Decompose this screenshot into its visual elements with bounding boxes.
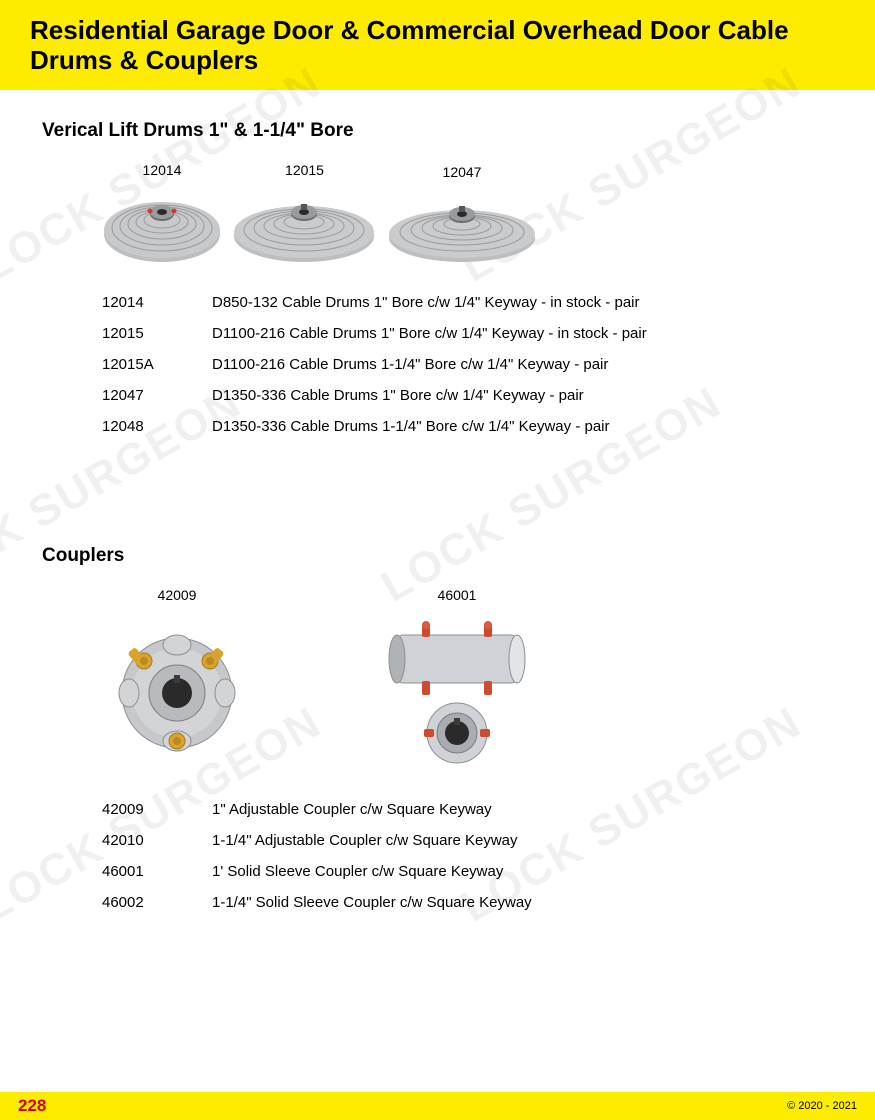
table-row: 46002 1-1/4" Solid Sleeve Coupler c/w Sq… (102, 894, 833, 911)
spec-code: 12015A (102, 356, 212, 373)
sleeve-coupler-icon (372, 613, 542, 773)
adjustable-coupler-icon (102, 613, 252, 763)
drum-icon (232, 184, 377, 264)
spec-desc: 1-1/4" Solid Sleeve Coupler c/w Square K… (212, 894, 532, 911)
section-title-drums: Verical Lift Drums 1" & 1-1/4" Bore (42, 120, 833, 142)
spec-desc: 1' Solid Sleeve Coupler c/w Square Keywa… (212, 863, 503, 880)
product-label: 42009 (158, 587, 197, 603)
section-couplers: Couplers 42009 (42, 545, 833, 911)
table-row: 42009 1" Adjustable Coupler c/w Square K… (102, 801, 833, 818)
product-42009: 42009 (102, 587, 252, 763)
spec-desc: D1350-336 Cable Drums 1" Bore c/w 1/4" K… (212, 387, 584, 404)
table-row: 42010 1-1/4" Adjustable Coupler c/w Squa… (102, 832, 833, 849)
table-row: 12015A D1100-216 Cable Drums 1-1/4" Bore… (102, 356, 833, 373)
product-12014: 12014 (102, 162, 222, 264)
coupler-spec-table: 42009 1" Adjustable Coupler c/w Square K… (102, 801, 833, 911)
spec-desc: 1-1/4" Adjustable Coupler c/w Square Key… (212, 832, 518, 849)
spec-desc: 1" Adjustable Coupler c/w Square Keyway (212, 801, 492, 818)
table-row: 46001 1' Solid Sleeve Coupler c/w Square… (102, 863, 833, 880)
spec-code: 42010 (102, 832, 212, 849)
product-label: 12047 (443, 164, 482, 180)
spec-code: 46001 (102, 863, 212, 880)
header-bar: Residential Garage Door & Commercial Ove… (0, 0, 875, 90)
product-12015: 12015 (232, 162, 377, 264)
drum-icon (387, 186, 537, 264)
drum-spec-table: 12014 D850-132 Cable Drums 1" Bore c/w 1… (102, 294, 833, 435)
product-12047: 12047 (387, 164, 537, 264)
coupler-image-row: 42009 (102, 587, 833, 773)
footer-bar: 228 © 2020 - 2021 (0, 1092, 875, 1120)
spec-desc: D850-132 Cable Drums 1" Bore c/w 1/4" Ke… (212, 294, 640, 311)
spec-code: 12014 (102, 294, 212, 311)
table-row: 12048 D1350-336 Cable Drums 1-1/4" Bore … (102, 418, 833, 435)
drum-icon (102, 184, 222, 264)
product-46001: 46001 (372, 587, 542, 773)
spec-desc: D1100-216 Cable Drums 1-1/4" Bore c/w 1/… (212, 356, 608, 373)
table-row: 12047 D1350-336 Cable Drums 1" Bore c/w … (102, 387, 833, 404)
spec-code: 12015 (102, 325, 212, 342)
spec-code: 46002 (102, 894, 212, 911)
copyright: © 2020 - 2021 (787, 1100, 857, 1112)
table-row: 12014 D850-132 Cable Drums 1" Bore c/w 1… (102, 294, 833, 311)
table-row: 12015 D1100-216 Cable Drums 1" Bore c/w … (102, 325, 833, 342)
content-area: Verical Lift Drums 1" & 1-1/4" Bore 1201… (0, 90, 875, 911)
spec-desc: D1350-336 Cable Drums 1-1/4" Bore c/w 1/… (212, 418, 610, 435)
spec-desc: D1100-216 Cable Drums 1" Bore c/w 1/4" K… (212, 325, 647, 342)
page-number: 228 (18, 1096, 46, 1116)
section-title-couplers: Couplers (42, 545, 833, 567)
spec-code: 12047 (102, 387, 212, 404)
product-label: 12015 (285, 162, 324, 178)
page-title: Residential Garage Door & Commercial Ove… (30, 16, 845, 76)
drum-image-row: 12014 12015 (102, 162, 833, 264)
spec-code: 42009 (102, 801, 212, 818)
product-label: 46001 (438, 587, 477, 603)
product-label: 12014 (143, 162, 182, 178)
spec-code: 12048 (102, 418, 212, 435)
